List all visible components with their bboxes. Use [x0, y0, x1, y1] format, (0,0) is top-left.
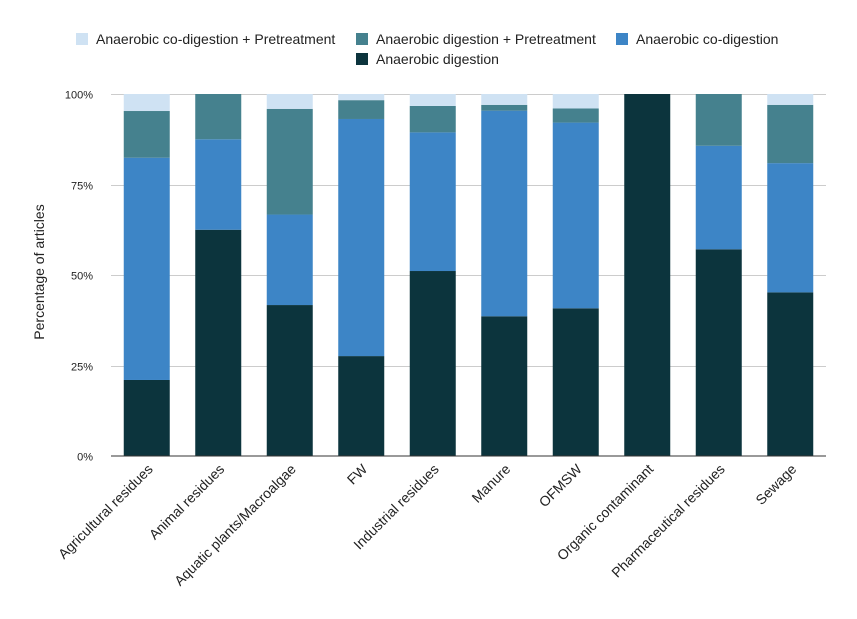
- bar-segment-aquatic-plants-macroalgae-anaerobic-digestion-pretreatment: [266, 108, 313, 215]
- bar-segment-industrial-residues-anaerobic-co-digestion: [409, 132, 456, 272]
- bar-segment-manure-anaerobic-co-digestion: [481, 110, 528, 317]
- y-tick-label: 25%: [71, 362, 93, 374]
- bar-segment-industrial-residues-anaerobic-digestion-pretreatment: [409, 105, 456, 133]
- bar-segment-fw-anaerobic-co-digestion-pretreatment: [338, 94, 385, 101]
- bar-segment-sewage-anaerobic-co-digestion: [767, 163, 814, 293]
- legend-label: Anaerobic digestion + Pretreatment: [376, 31, 596, 47]
- x-tick-label-animal-residues: Animal residues: [146, 461, 228, 543]
- bar-segment-sewage-anaerobic-digestion-pretreatment: [767, 104, 814, 164]
- bar-segment-animal-residues-anaerobic-digestion: [195, 229, 242, 456]
- bar-segment-aquatic-plants-macroalgae-anaerobic-co-digestion-pretreatment: [266, 94, 313, 109]
- bar-segment-ofmsw-anaerobic-digestion-pretreatment: [552, 108, 599, 123]
- bar-segment-manure-anaerobic-digestion: [481, 316, 528, 456]
- legend-item-anaerobic-digestion: Anaerobic digestion: [356, 51, 499, 67]
- bar-segment-ofmsw-anaerobic-co-digestion-pretreatment: [552, 94, 599, 109]
- bar-segment-animal-residues-anaerobic-digestion-pretreatment: [195, 94, 242, 140]
- y-axis-title: Percentage of articles: [31, 204, 47, 339]
- bar-segment-organic-contaminant-anaerobic-digestion: [624, 94, 671, 456]
- bar-segment-ofmsw-anaerobic-co-digestion: [552, 122, 599, 309]
- x-tick-label-fw: FW: [344, 460, 371, 487]
- bar-segment-aquatic-plants-macroalgae-anaerobic-digestion: [266, 305, 313, 456]
- y-tick-label: 100%: [65, 90, 93, 102]
- x-tick-label-ofmsw: OFMSW: [536, 460, 586, 510]
- bars: [123, 94, 814, 456]
- bar-segment-aquatic-plants-macroalgae-anaerobic-co-digestion: [266, 214, 313, 306]
- bar-segment-agricultural-residues-anaerobic-co-digestion: [123, 157, 170, 380]
- bar-segment-agricultural-residues-anaerobic-digestion-pretreatment: [123, 111, 170, 158]
- bar-segment-pharmaceutical-residues-anaerobic-digestion: [695, 249, 742, 456]
- bar-segment-fw-anaerobic-digestion-pretreatment: [338, 100, 385, 119]
- bar-segment-ofmsw-anaerobic-digestion: [552, 308, 599, 456]
- y-tick-label: 75%: [71, 181, 93, 193]
- bar-segment-animal-residues-anaerobic-co-digestion: [195, 139, 242, 230]
- bar-segment-sewage-anaerobic-co-digestion-pretreatment: [767, 94, 814, 105]
- y-tick-label: 50%: [71, 271, 93, 283]
- legend-swatch: [76, 33, 88, 45]
- bar-segment-fw-anaerobic-co-digestion: [338, 118, 385, 357]
- legend-label: Anaerobic co-digestion: [636, 31, 778, 47]
- bar-segment-manure-anaerobic-digestion-pretreatment: [481, 104, 528, 111]
- bar-segment-agricultural-residues-anaerobic-digestion: [123, 379, 170, 456]
- legend-swatch: [356, 33, 368, 45]
- y-tick-label: 0%: [77, 452, 93, 464]
- x-tick-label-aquatic-plants-macroalgae: Aquatic plants/Macroalgae: [171, 461, 299, 589]
- x-tick-label-agricultural-residues: Agricultural residues: [55, 461, 156, 562]
- x-tick-label-sewage: Sewage: [752, 461, 799, 508]
- bar-segment-agricultural-residues-anaerobic-co-digestion-pretreatment: [123, 94, 170, 112]
- y-axis-tick-labels: 0% 25% 50% 75% 100%: [65, 90, 93, 464]
- legend: Anaerobic co-digestion + Pretreatment Ana…: [76, 31, 778, 67]
- legend-item-anaerobic-co-digestion: Anaerobic co-digestion: [616, 31, 778, 47]
- bar-segment-fw-anaerobic-digestion: [338, 356, 385, 456]
- bar-segment-industrial-residues-anaerobic-co-digestion-pretreatment: [409, 94, 456, 106]
- legend-item-anaerobic-digestion-pretreatment: Anaerobic digestion + Pretreatment: [356, 31, 596, 47]
- x-tick-label-manure: Manure: [468, 461, 513, 506]
- legend-swatch: [356, 53, 368, 65]
- bar-segment-manure-anaerobic-co-digestion-pretreatment: [481, 94, 528, 105]
- legend-label: Anaerobic digestion: [376, 51, 499, 67]
- bar-segment-pharmaceutical-residues-anaerobic-digestion-pretreatment: [695, 94, 742, 146]
- legend-item-anaerobic-co-digestion-pretreatment: Anaerobic co-digestion + Pretreatment: [76, 31, 335, 47]
- bar-segment-sewage-anaerobic-digestion: [767, 292, 814, 456]
- legend-swatch: [616, 33, 628, 45]
- legend-label: Anaerobic co-digestion + Pretreatment: [96, 31, 335, 47]
- bar-segment-industrial-residues-anaerobic-digestion: [409, 271, 456, 456]
- bar-segment-pharmaceutical-residues-anaerobic-co-digestion: [695, 145, 742, 250]
